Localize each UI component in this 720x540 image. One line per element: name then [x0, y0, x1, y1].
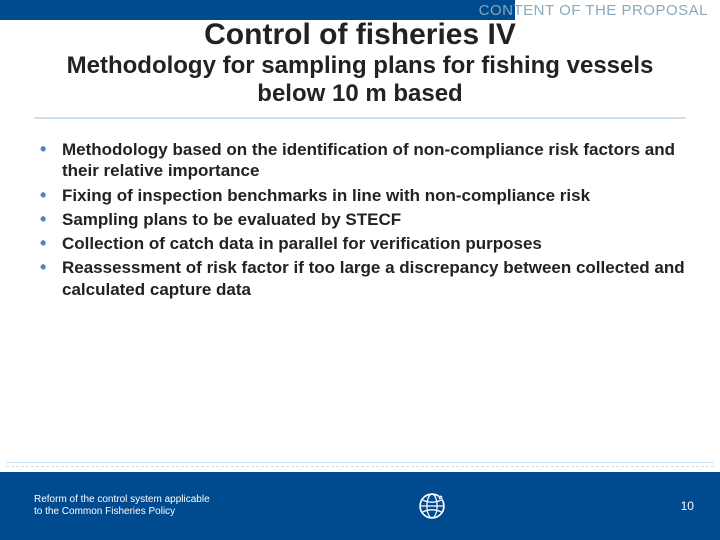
- list-item: Sampling plans to be evaluated by STECF: [34, 209, 686, 230]
- slide-subtitle: Methodology for sampling plans for fishi…: [40, 52, 680, 107]
- topbar: [0, 0, 515, 20]
- slide: CONTENT OF THE PROPOSAL Control of fishe…: [0, 0, 720, 540]
- footer-caption-line2: to the Common Fisheries Policy: [34, 506, 210, 519]
- globe-icon: ?: [415, 489, 449, 523]
- bullet-list: Methodology based on the identification …: [34, 139, 686, 300]
- list-item: Collection of catch data in parallel for…: [34, 233, 686, 254]
- breadcrumb: CONTENT OF THE PROPOSAL: [479, 2, 708, 19]
- title-block: Control of fisheries IV Methodology for …: [0, 20, 720, 107]
- footer-caption-line1: Reform of the control system applicable: [34, 494, 210, 507]
- svg-text:?: ?: [439, 496, 441, 500]
- list-item: Methodology based on the identification …: [34, 139, 686, 182]
- footer-bar: Reform of the control system applicable …: [0, 472, 720, 540]
- footer-caption: Reform of the control system applicable …: [34, 494, 210, 519]
- page-number: 10: [654, 499, 694, 513]
- list-item: Fixing of inspection benchmarks in line …: [34, 185, 686, 206]
- list-item: Reassessment of risk factor if too large…: [34, 257, 686, 300]
- footer-hairlines: [6, 462, 714, 472]
- footer: Reform of the control system applicable …: [0, 462, 720, 540]
- slide-title: Control of fisheries IV: [40, 18, 680, 52]
